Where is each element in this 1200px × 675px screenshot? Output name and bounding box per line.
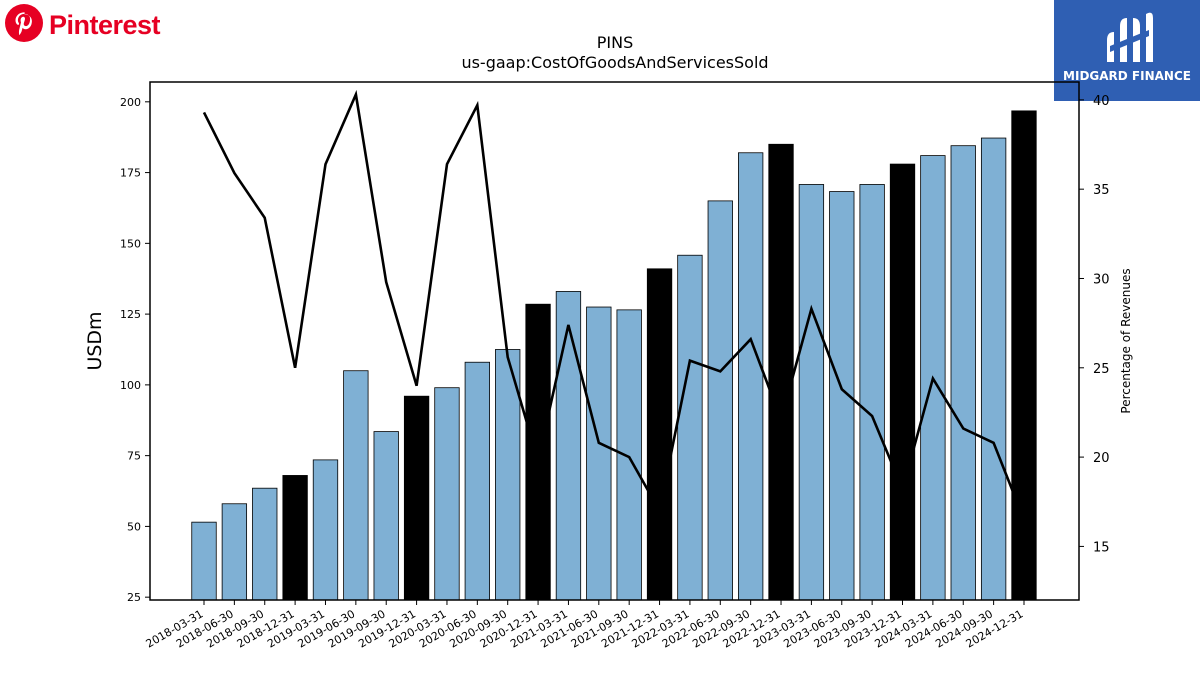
pinterest-brand: Pinterest	[5, 4, 161, 46]
y-tick-label: 175	[120, 167, 141, 180]
bar	[312, 459, 339, 601]
x-axis: 2018-03-312018-06-302018-09-302018-12-31…	[144, 600, 1025, 651]
y-tick-label: 50	[127, 520, 141, 533]
y2-tick-label: 25	[1093, 362, 1110, 377]
bar	[738, 152, 764, 601]
bar	[889, 163, 916, 601]
y-tick-label: 125	[120, 308, 141, 321]
bar	[768, 143, 794, 601]
bar	[677, 254, 703, 601]
bar	[950, 145, 976, 601]
y2-tick-label: 40	[1093, 94, 1110, 109]
left-axis: 25 50 75 100 125 150 175 200	[120, 96, 150, 604]
y-tick-label: 75	[127, 450, 141, 463]
bar	[464, 361, 490, 601]
y2-tick-label: 20	[1093, 451, 1110, 466]
y2-axis-label: Percentage of Revenues	[1119, 268, 1133, 413]
pinterest-logo-icon	[5, 4, 43, 46]
bar-series	[191, 110, 1037, 601]
chart-subtitle: us-gaap:CostOfGoodsAndServicesSold	[461, 53, 768, 72]
y2-tick-label: 15	[1093, 540, 1110, 555]
midgard-wordmark: MIDGARD FINANCE	[1063, 69, 1191, 83]
bar	[343, 370, 369, 601]
bar	[252, 487, 278, 601]
bar	[525, 303, 551, 601]
bar	[282, 475, 308, 601]
y2-tick-label: 30	[1093, 272, 1110, 287]
bar	[616, 309, 642, 601]
right-axis: 15 20 25 30 35 40	[1079, 94, 1110, 555]
line-series	[202, 89, 1026, 521]
y-tick-label: 150	[120, 237, 141, 250]
bar	[555, 291, 582, 601]
plot-frame	[149, 81, 1080, 601]
bar	[798, 184, 825, 601]
y-axis-label: USDm	[84, 311, 106, 370]
y-tick-label: 25	[127, 591, 141, 604]
bar	[191, 521, 217, 601]
y-tick-label: 200	[120, 96, 141, 109]
percentage-line	[202, 89, 1026, 521]
bar	[403, 395, 430, 601]
chart-title: PINS	[597, 33, 634, 52]
bar	[859, 184, 885, 601]
bar	[586, 306, 612, 601]
bar	[707, 200, 733, 601]
pinterest-wordmark: Pinterest	[49, 9, 161, 40]
bar	[1011, 110, 1037, 601]
bar	[980, 137, 1007, 601]
bar	[646, 268, 673, 601]
bar	[221, 503, 248, 601]
bar	[434, 387, 460, 601]
bar	[373, 431, 399, 601]
y2-tick-label: 35	[1093, 183, 1110, 198]
y-tick-label: 100	[120, 379, 141, 392]
